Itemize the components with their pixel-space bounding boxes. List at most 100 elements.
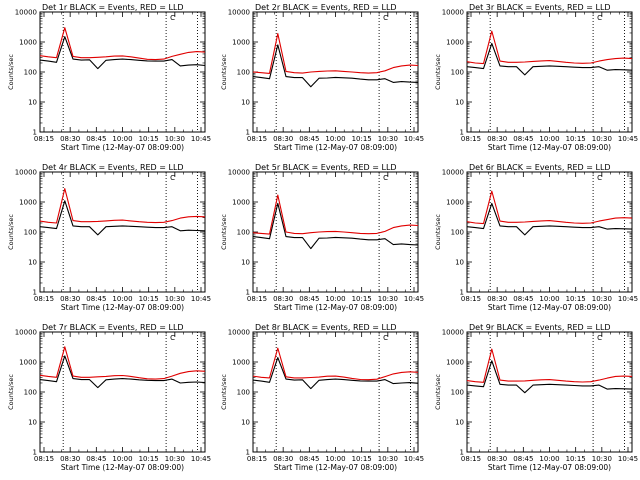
y-tick-label: 100	[237, 229, 250, 237]
series-line-lld	[252, 347, 419, 381]
y-tick-label: 100	[24, 69, 37, 77]
y-tick-label: 100	[237, 69, 250, 77]
panel-title: Det 3r BLACK = Events, RED = LLD	[469, 3, 611, 12]
x-tick-label: 08:45	[513, 135, 533, 143]
x-tick-label: 08:15	[247, 295, 267, 303]
x-tick-label: 10:00	[112, 295, 132, 303]
bracket-marker: C	[597, 174, 602, 182]
x-axis-label: Start Time (12-May-07 08:09:00)	[61, 303, 184, 312]
x-axis-label: Start Time (12-May-07 08:09:00)	[61, 463, 184, 472]
y-tick-label: 1000	[19, 39, 37, 47]
y-tick-label: 10	[455, 99, 464, 107]
x-tick-label: 10:45	[191, 455, 211, 463]
y-tick-label: 1000	[446, 199, 464, 207]
x-tick-label: 08:30	[60, 455, 80, 463]
y-tick-label: 10000	[15, 169, 37, 177]
y-tick-label: 10	[28, 259, 37, 267]
bracket-marker: C	[170, 334, 175, 342]
x-tick-label: 10:15	[566, 135, 586, 143]
panel-title: Det 5r BLACK = Events, RED = LLD	[255, 163, 397, 172]
x-tick-label: 08:15	[461, 135, 481, 143]
detector-panel-8: Det 8r BLACK = Events, RED = LLD 1 10 100 10…	[220, 323, 424, 472]
panel-title: Det 1r BLACK = Events, RED = LLD	[42, 3, 184, 12]
panel-title: Det 8r BLACK = Events, RED = LLD	[255, 323, 397, 332]
y-tick-label: 10000	[228, 329, 250, 337]
panel-title: Det 4r BLACK = Events, RED = LLD	[42, 163, 184, 172]
x-tick-label: 10:15	[139, 455, 159, 463]
x-axis-label: Start Time (12-May-07 08:09:00)	[488, 463, 611, 472]
series-line-lld	[466, 30, 633, 65]
x-tick-label: 10:15	[352, 135, 372, 143]
y-tick-label: 10000	[15, 329, 37, 337]
x-tick-label: 10:30	[378, 295, 398, 303]
bracket-marker: C	[597, 14, 602, 22]
x-tick-label: 10:15	[352, 455, 372, 463]
x-tick-label: 10:30	[165, 135, 185, 143]
x-tick-label: 10:45	[618, 295, 638, 303]
x-tick-label: 10:15	[139, 295, 159, 303]
x-tick-label: 10:15	[352, 295, 372, 303]
x-tick-label: 10:45	[404, 455, 424, 463]
x-tick-label: 10:45	[618, 135, 638, 143]
y-tick-label: 100	[24, 389, 37, 397]
detector-panel-3: Det 3r BLACK = Events, RED = LLD 1 10 100 10…	[434, 3, 638, 152]
series-line-lld	[466, 190, 633, 225]
plot-frame	[39, 11, 206, 133]
series-line-lld	[252, 33, 419, 74]
x-axis-label: Start Time (12-May-07 08:09:00)	[488, 303, 611, 312]
y-tick-label: 10	[28, 419, 37, 427]
detector-panel-9: Det 9r BLACK = Events, RED = LLD 1 10 100 10…	[434, 323, 638, 472]
y-tick-label: 1	[246, 129, 250, 137]
plot-frame	[252, 171, 419, 293]
bracket-marker: C	[383, 174, 388, 182]
y-tick-label: 1	[246, 289, 250, 297]
x-tick-label: 08:15	[247, 455, 267, 463]
y-tick-label: 1	[33, 449, 37, 457]
x-tick-label: 08:45	[86, 295, 106, 303]
y-tick-label: 10000	[15, 9, 37, 17]
panel-title: Det 9r BLACK = Events, RED = LLD	[469, 323, 611, 332]
y-tick-label: 1000	[232, 39, 250, 47]
series-line-lld	[252, 194, 419, 235]
panel-title: Det 7r BLACK = Events, RED = LLD	[42, 323, 184, 332]
x-tick-label: 10:15	[139, 135, 159, 143]
series-line-events	[252, 44, 419, 88]
detector-panel-2: Det 2r BLACK = Events, RED = LLD 1 10 100 10…	[220, 3, 424, 152]
y-tick-label: 1000	[19, 359, 37, 367]
y-tick-label: 100	[237, 389, 250, 397]
y-tick-label: 10	[241, 419, 250, 427]
plot-frame	[252, 11, 419, 133]
y-axis-label: Counts/sec	[7, 54, 15, 90]
y-tick-label: 1	[460, 289, 464, 297]
y-tick-label: 1000	[19, 199, 37, 207]
series-line-lld	[39, 27, 206, 61]
x-tick-label: 10:30	[592, 295, 612, 303]
y-tick-label: 1	[246, 449, 250, 457]
x-tick-label: 08:45	[513, 295, 533, 303]
plot-frame	[466, 11, 633, 133]
x-tick-label: 08:30	[60, 295, 80, 303]
y-axis-label: Counts/sec	[220, 374, 228, 410]
y-tick-label: 1000	[446, 359, 464, 367]
y-tick-label: 10	[455, 259, 464, 267]
x-tick-label: 10:30	[165, 295, 185, 303]
panel-title: Det 6r BLACK = Events, RED = LLD	[469, 163, 611, 172]
x-tick-label: 10:45	[404, 135, 424, 143]
y-tick-label: 1	[33, 129, 37, 137]
y-tick-label: 10	[455, 419, 464, 427]
x-tick-label: 08:45	[86, 135, 106, 143]
bracket-marker: C	[383, 334, 388, 342]
x-tick-label: 08:15	[34, 455, 54, 463]
x-axis-label: Start Time (12-May-07 08:09:00)	[274, 143, 397, 152]
y-tick-label: 100	[451, 69, 464, 77]
y-tick-label: 100	[451, 229, 464, 237]
x-axis-label: Start Time (12-May-07 08:09:00)	[274, 303, 397, 312]
series-line-events	[39, 36, 206, 70]
series-line-events	[466, 42, 633, 76]
x-tick-label: 08:30	[487, 135, 507, 143]
bracket-marker: C	[383, 14, 388, 22]
series-line-lld	[39, 188, 206, 224]
x-tick-label: 10:45	[618, 455, 638, 463]
y-tick-label: 10000	[228, 9, 250, 17]
